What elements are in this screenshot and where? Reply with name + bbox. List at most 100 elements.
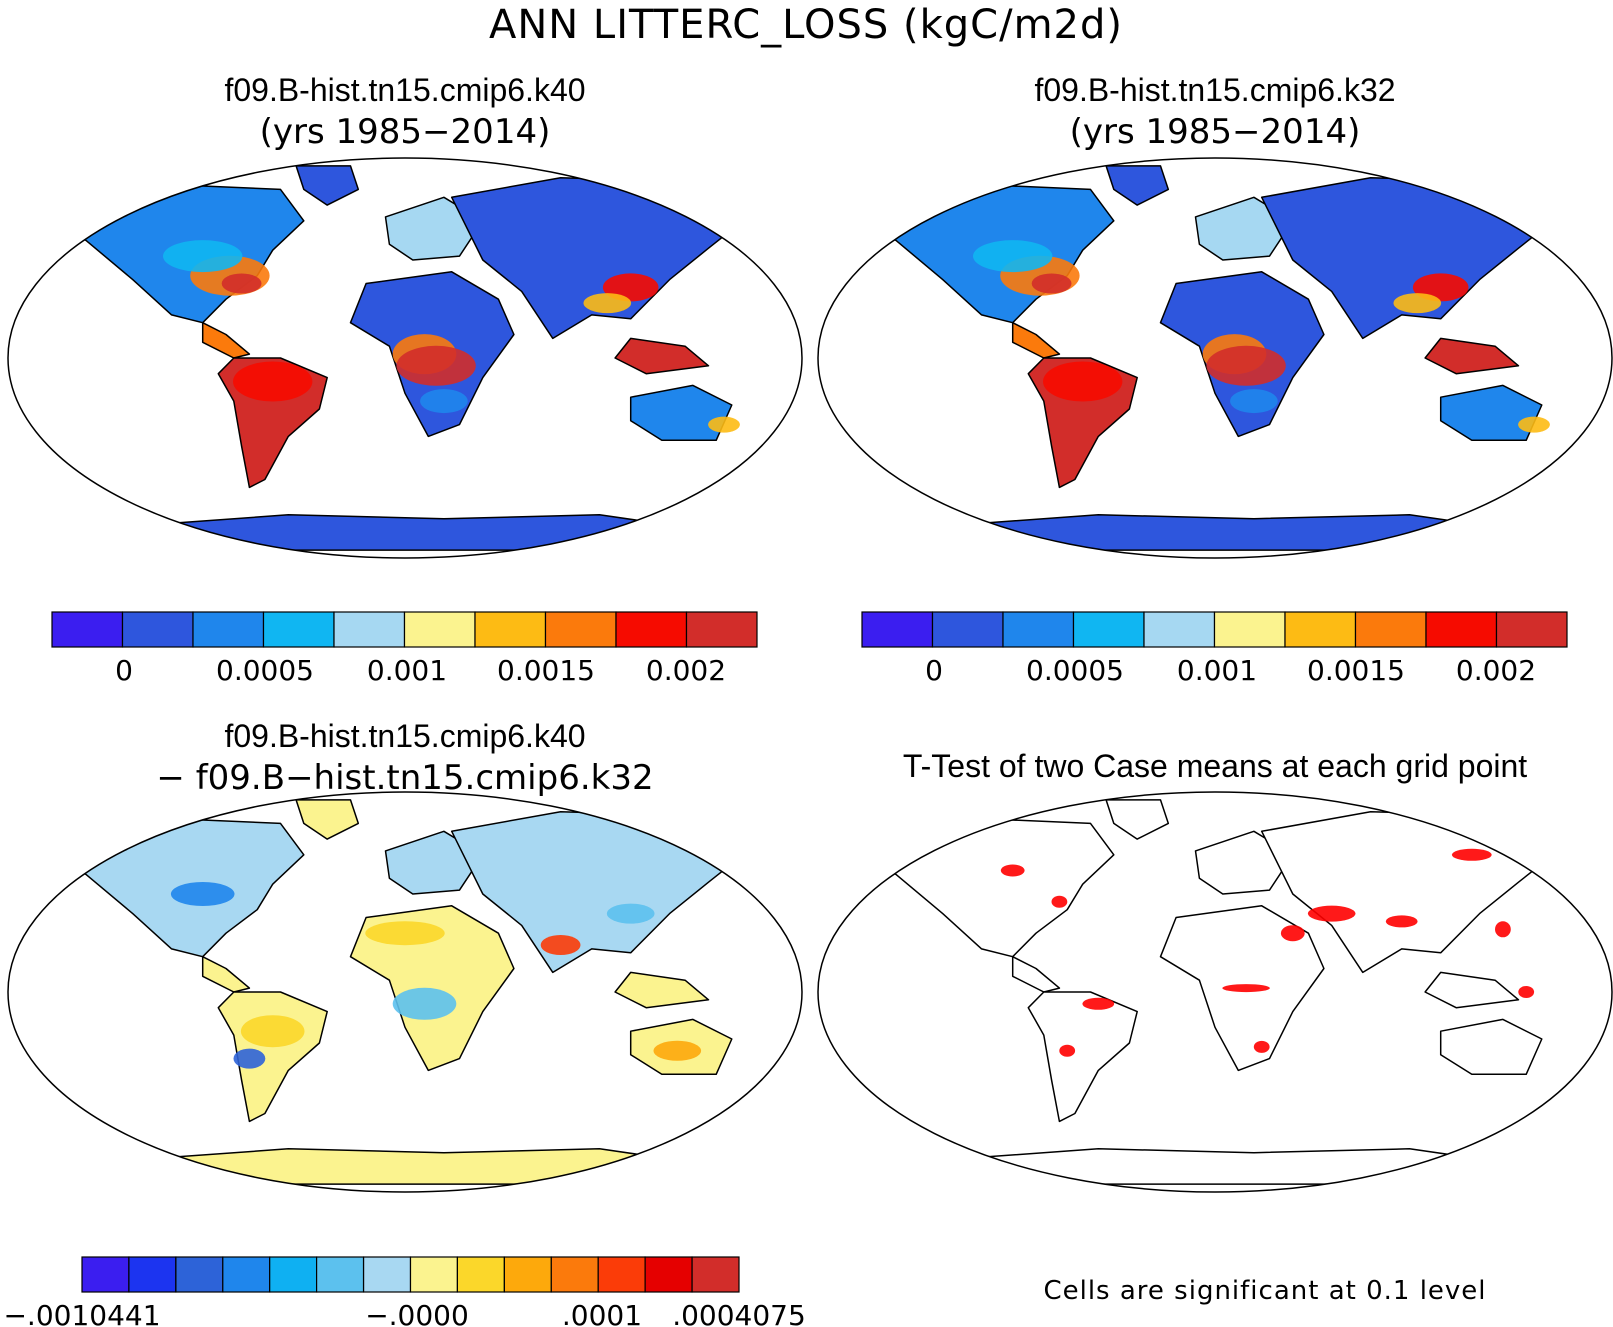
shade-patch [1059,1044,1076,1057]
colorbar-tick-label: 0.0005 [216,654,314,687]
shade-patch [396,345,476,386]
land-central-america [1011,955,1061,993]
land-europe [1194,830,1294,895]
colorbar-tick-label: 0 [925,654,943,687]
colorbar-tick-label: 0.001 [367,654,447,687]
shade-patch [1206,345,1286,386]
land-south-america [1027,991,1138,1123]
shade-patch [1031,273,1072,294]
colorbar-swatch [456,1256,505,1293]
colorbar-swatch [474,611,547,648]
colorbar-swatch [363,1256,412,1293]
land-australia [1439,1018,1543,1076]
colorbar-swatch [269,1256,318,1293]
land-greenland [295,165,360,206]
significance-note: Cells are significant at 0.1 level [1043,1276,1487,1306]
colorbar-swatch [409,1256,459,1293]
shade-patch [1451,848,1492,861]
colorbar-swatch [550,1256,599,1293]
land-europe [1194,196,1294,261]
colorbar-swatch [503,1256,552,1293]
colorbar-tick-label: −.0000 [365,1299,469,1327]
colorbar-swatch [222,1256,271,1293]
colorbar-swatch [128,1256,177,1293]
colorbar-swatch [644,1256,693,1293]
colorbar-swatch [316,1256,365,1293]
shade-patch [240,1015,305,1048]
map-top-right [818,158,1612,558]
panel-top-left-years: (yrs 1985−2014) [259,112,551,152]
colorbar-swatch [175,1256,224,1293]
colorbar-tick-label: 0.002 [646,654,726,687]
land-africa [349,905,515,1072]
colorbar-swatch [403,611,476,648]
colorbar-tick-label: 0 [115,654,133,687]
colorbar-tick-label: .0001 [562,1299,642,1327]
panel-bottom-left-case-title: f09.B-hist.tn15.cmip6.k40 [224,718,586,754]
shade-patch [420,389,468,414]
panel-bottom-right-title: T-Test of two Case means at each grid po… [902,748,1528,784]
shade-patch [233,1048,266,1069]
colorbar-swatch [597,1256,646,1293]
map-border-top-right [817,157,1613,559]
shade-patch [1043,361,1123,402]
colorbar-tick-label: 0.0015 [497,654,595,687]
colorbar-tick-label: .0004075 [672,1299,806,1327]
shade-patch [233,361,313,402]
colorbar-swatch [192,611,265,648]
shade-patch [653,1040,702,1061]
colorbar-tick-label: 0.001 [1177,654,1257,687]
shade-patch [583,293,632,314]
colorbar-swatch [51,611,124,648]
colorbar-top-left: 0 0.0005 0.001 0.0015 0.002 [51,611,758,687]
land-central-america [201,955,251,993]
shade-patch [1253,1040,1270,1053]
map-bottom-left [8,792,802,1192]
colorbar-swatch [1354,611,1427,648]
land-europe [384,196,484,261]
panel-top-left-case-title: f09.B-hist.tn15.cmip6.k40 [224,72,586,108]
map-bottom-right [818,792,1612,1192]
land-se-asia [1424,337,1520,375]
shade-patch [1222,984,1270,993]
colorbar-swatch [1495,611,1568,648]
shade-patch [1518,416,1550,433]
colorbar-swatch [615,611,688,648]
panel-top-right-years: (yrs 1985−2014) [1069,112,1361,152]
colorbar-swatch [685,611,758,648]
colorbar-swatch [861,611,934,648]
shade-patch [1393,293,1442,314]
colorbar-swatch [81,1256,130,1293]
colorbar-swatch [1284,611,1357,648]
land-se-asia [1424,971,1520,1009]
colorbar-swatch [1143,611,1216,648]
colorbar-swatch [1213,611,1286,648]
shade-patch [708,416,740,433]
colorbar-swatch [544,611,617,648]
colorbar-swatch [691,1256,740,1293]
colorbar-swatch [1425,611,1498,648]
shade-patch [1280,925,1305,942]
colorbar-swatch [1072,611,1145,648]
shade-patch [1385,915,1418,928]
shade-patch [540,935,581,955]
land-australia [1439,384,1543,442]
shade-patch [365,921,445,946]
shade-patch [170,882,235,906]
map-border-bottom-right [817,791,1613,1193]
shade-patch [1051,895,1068,908]
colorbar-swatch [931,611,1004,648]
map-top-left [8,158,802,558]
shade-patch [606,903,655,924]
land-greenland [295,799,360,840]
colorbar-swatch [1002,611,1075,648]
land-se-asia [614,971,710,1009]
shade-patch [1000,864,1025,877]
land-greenland [1105,165,1170,206]
shade-patch [1230,389,1278,414]
land-se-asia [614,337,710,375]
land-europe [384,830,484,895]
panel-top-right-case-title: f09.B-hist.tn15.cmip6.k32 [1034,72,1396,108]
land-greenland [1105,799,1170,840]
shade-patch [1495,921,1511,938]
